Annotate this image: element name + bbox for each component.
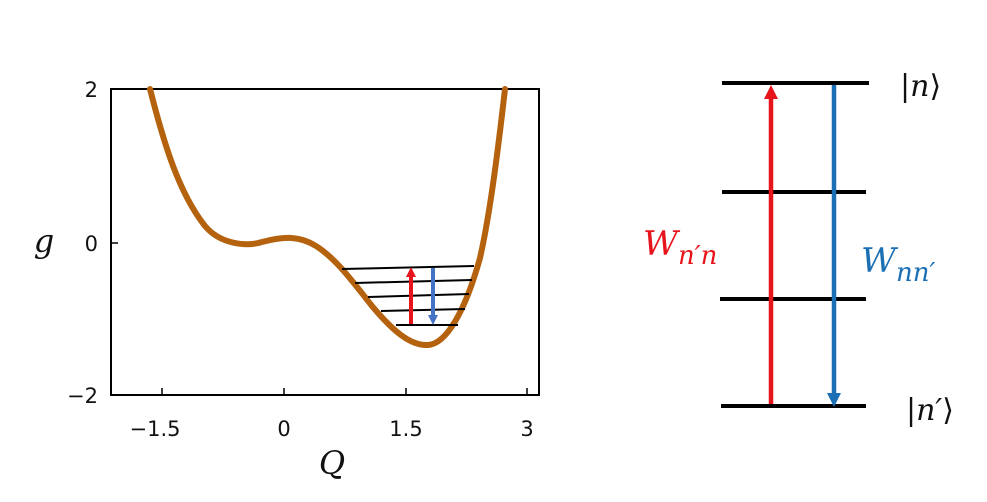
y-tick-label: 0 xyxy=(85,232,98,256)
vibrational-level xyxy=(341,265,475,270)
plot-frame xyxy=(110,88,540,396)
vibrational-level xyxy=(367,293,470,298)
vibrational-level xyxy=(354,279,473,284)
x-tick-label: 0 xyxy=(277,417,290,441)
y-tick-label: −2 xyxy=(67,384,98,408)
potential-curve xyxy=(147,86,508,348)
level-diagram: |n⟩ |n′⟩ Wn′n Wnn′ xyxy=(643,69,954,428)
x-tick-label: −1.5 xyxy=(130,417,181,441)
y-tick-label: 2 xyxy=(85,78,98,102)
x-axis-label: Q xyxy=(319,444,345,482)
rate-label-down: Wnn′ xyxy=(861,241,935,288)
rate-label-up: Wn′n xyxy=(643,224,717,271)
vibrational-level xyxy=(380,308,466,312)
state-label-n: |n⟩ xyxy=(900,69,941,104)
potential-plot: 2 0 −2 −1.5 0 1.5 3 g Q xyxy=(34,78,540,482)
y-axis-label: g xyxy=(34,222,54,260)
state-label-n-prime: |n′⟩ xyxy=(906,393,954,428)
x-tick-label: 3 xyxy=(520,417,533,441)
x-tick-label: 1.5 xyxy=(389,417,422,441)
